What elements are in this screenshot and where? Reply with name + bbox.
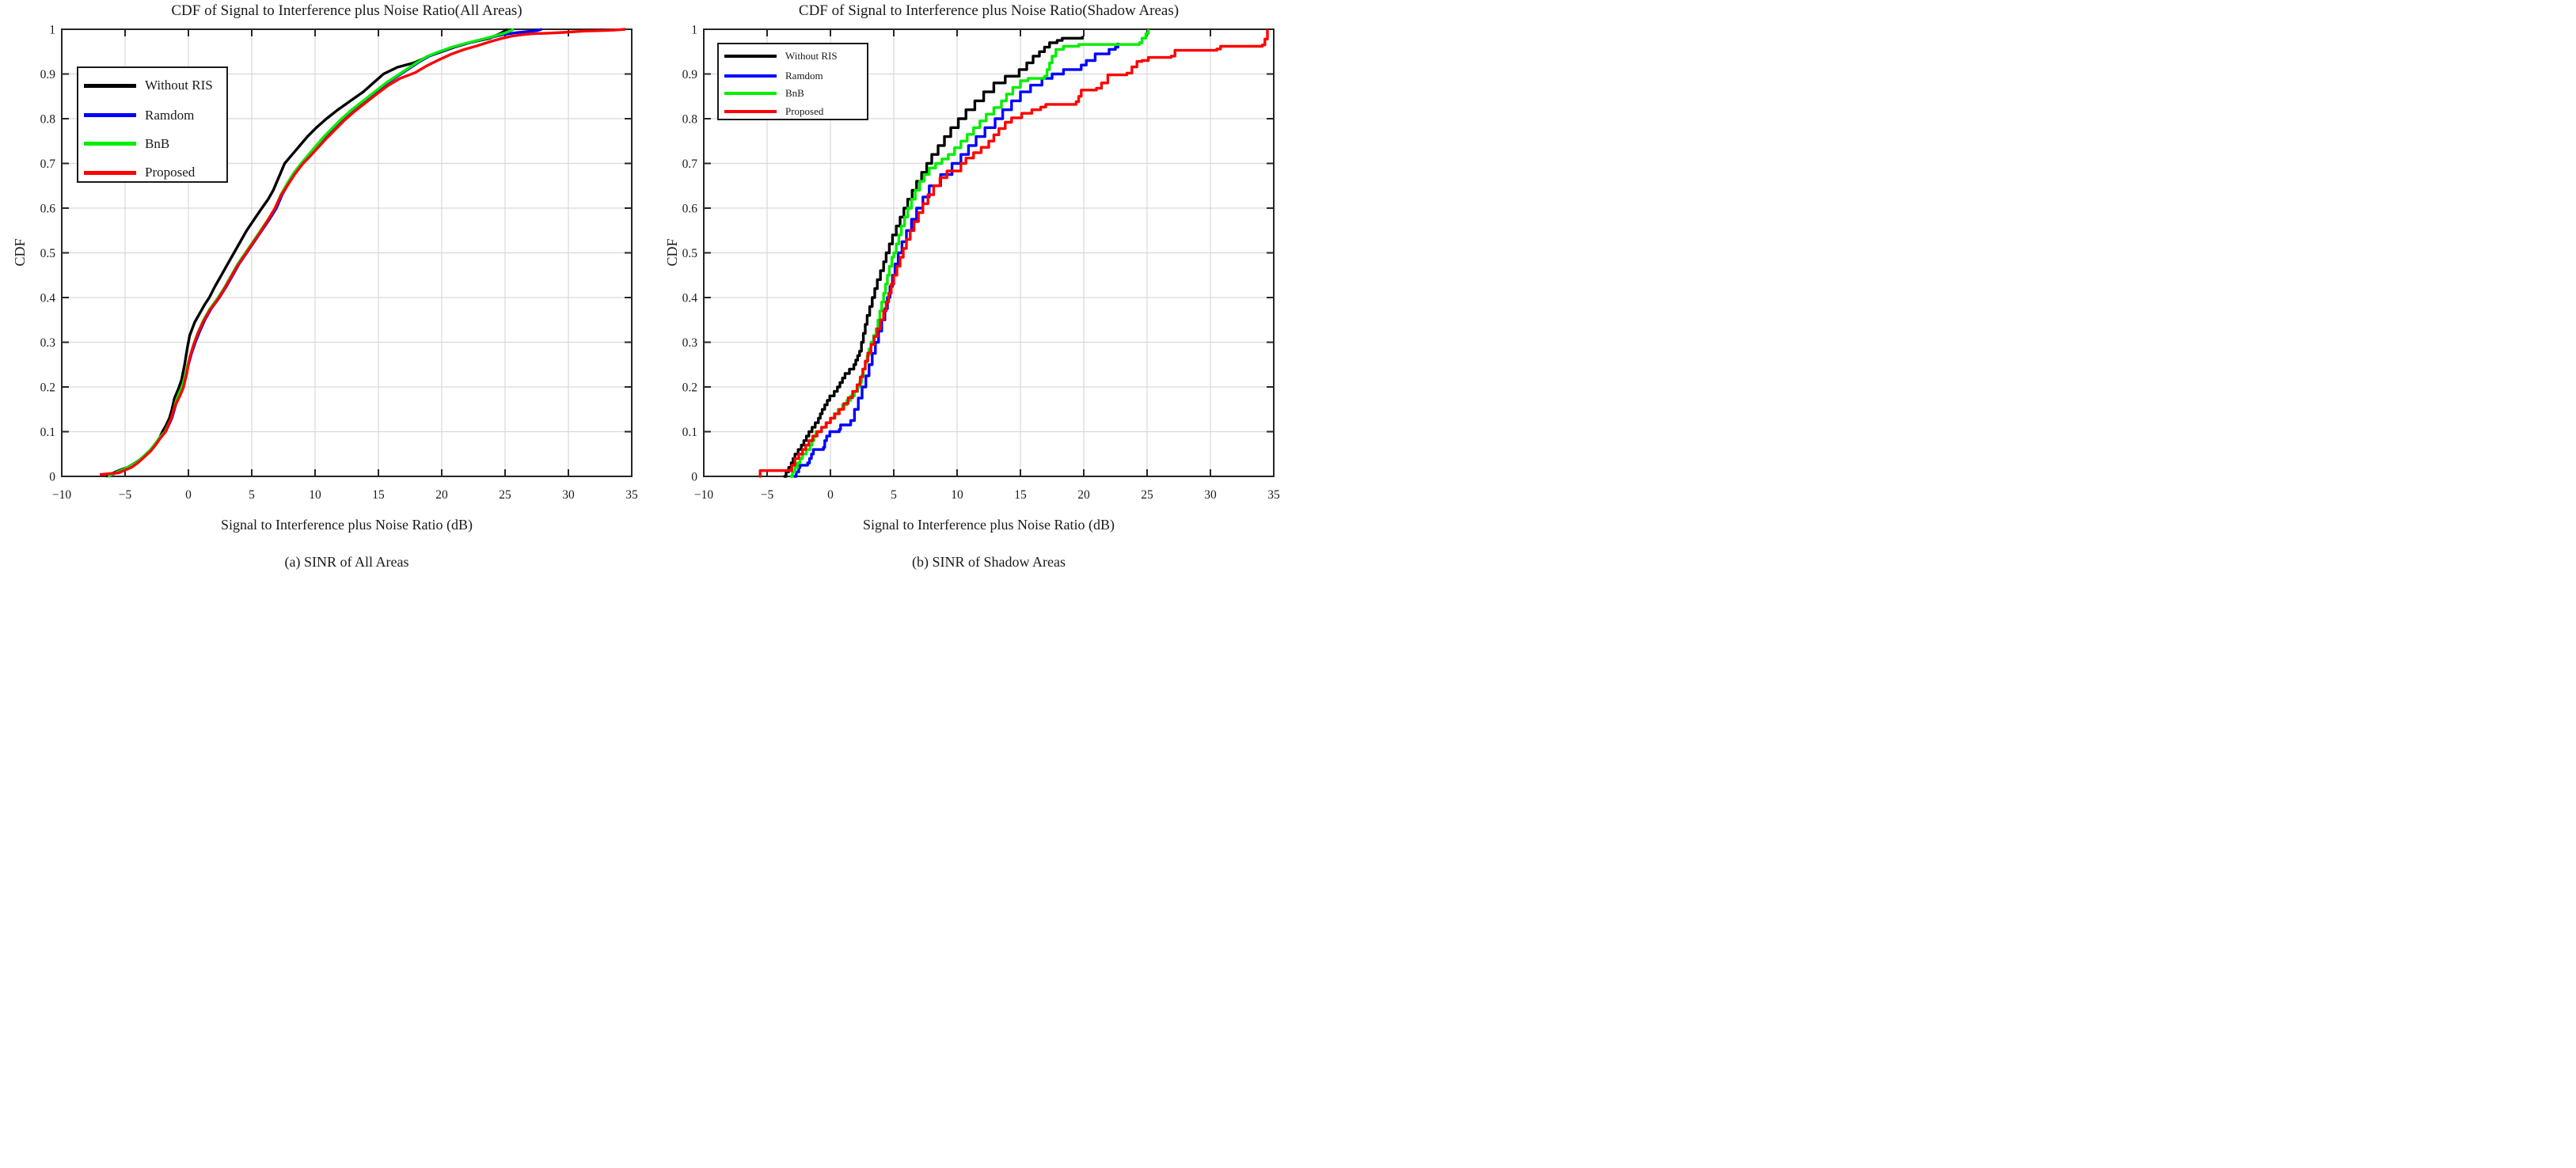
x-tick-label: 5 [891,488,897,502]
series-without-ris [105,28,509,478]
y-tick-label: 0.8 [40,113,56,127]
y-tick-label: 0.6 [40,203,56,216]
legend-label: Ramdom [785,69,823,82]
y-tick-label: 0.1 [40,426,55,439]
y-axis-label-left: CDF [12,238,28,267]
legend-item-without-ris: Without RIS [719,47,867,65]
y-tick-label: 0.5 [682,247,698,260]
y-tick-label: 0.4 [682,292,698,305]
series-without-ris [783,36,1085,478]
y-tick-label: 0.9 [682,68,698,82]
y-tick-label: 0 [49,471,55,484]
legend-line-sample [84,142,136,146]
legend-label: Ramdom [145,107,195,123]
legend-line-sample [84,113,136,117]
y-axis-label-right: CDF [664,238,680,267]
x-tick-label: 30 [562,488,575,502]
x-tick-label: 25 [499,488,511,502]
x-tick-label: 35 [625,488,638,502]
legend-line-sample [84,83,136,88]
subplot-caption-b: (b) SINR of Shadow Areas [912,554,1066,570]
y-tick-label: 0.2 [40,381,55,395]
y-tick-label: 0 [691,471,697,484]
legend-item-ramdom: Ramdom [78,107,226,124]
figure-canvas: −10 −5 0 5 10 15 20 25 30 35 0 0.1 0.2 0.3 0.4 0.5 0.6 0.… [0,0,1288,584]
legend-label: BnB [785,86,804,99]
legend-item-proposed: Proposed [78,164,226,181]
x-axis-label-left: Signal to Interference plus Noise Ratio … [221,517,473,533]
legend-line-sample [84,170,136,175]
series-proposed [758,29,1269,478]
y-tick-label: 0.5 [40,247,56,260]
x-tick-label: 10 [951,488,963,502]
x-tick-label: −5 [761,488,774,502]
legend-line-sample [724,110,777,113]
y-tick-label: 0.4 [40,292,56,305]
legend-item-ramdom: Ramdom [719,67,867,85]
chart-title-all-areas: CDF of Signal to Interference plus Noise… [171,2,522,19]
x-tick-label: −10 [52,488,71,502]
x-tick-label: 0 [827,488,834,502]
legend-item-bnb: BnB [719,85,867,102]
legend-label: Without RIS [145,78,213,93]
x-tick-label: 35 [1267,488,1280,502]
legend-line-sample [724,54,777,58]
x-tick-label: 30 [1204,488,1217,502]
y-tick-label: 0.9 [40,68,56,82]
legend-item-without-ris: Without RIS [78,77,226,94]
legend-box-left: Without RIS Ramdom BnB Proposed [77,66,228,183]
legend-box-right: Without RIS Ramdom BnB Proposed [717,43,868,120]
legend-label: Without RIS [785,49,838,62]
x-tick-label: 5 [249,488,255,502]
x-tick-label: 25 [1141,488,1153,502]
y-tick-label: 0.8 [682,113,698,127]
legend-line-sample [724,91,777,95]
y-tick-label: 0.1 [682,426,697,439]
legend-item-proposed: Proposed [719,103,867,120]
legend-label: Proposed [145,165,196,180]
y-tick-label: 1 [49,24,55,37]
x-tick-label: −5 [119,488,132,502]
x-tick-label: 20 [435,488,448,502]
legend-label: BnB [145,135,170,151]
y-tick-label: 0.3 [40,336,56,350]
legend-line-sample [724,74,777,78]
y-tick-label: 0.6 [682,203,698,216]
legend-label: Proposed [785,105,824,117]
y-tick-label: 1 [691,24,697,37]
x-tick-label: 10 [309,488,321,502]
x-axis-label-right: Signal to Interference plus Noise Ratio … [863,517,1115,533]
x-tick-label: −10 [694,488,713,502]
chart-title-shadow-areas: CDF of Signal to Interference plus Noise… [798,2,1180,19]
y-tick-label: 0.2 [682,381,697,395]
y-tick-label: 0.7 [682,157,698,171]
x-tick-label: 20 [1077,488,1090,502]
y-tick-label: 0.7 [40,157,56,171]
series-proposed [99,28,626,476]
y-tick-label: 0.3 [682,336,698,350]
plot-area: −10 −5 0 5 10 15 20 25 30 3500.10.20.30.40.50.60.… [40,24,1280,502]
x-tick-label: 0 [185,488,192,502]
subplot-caption-a: (a) SINR of All Areas [284,554,409,570]
legend-item-bnb: BnB [78,135,226,153]
x-tick-label: 15 [1014,488,1027,502]
x-tick-label: 15 [372,488,385,502]
